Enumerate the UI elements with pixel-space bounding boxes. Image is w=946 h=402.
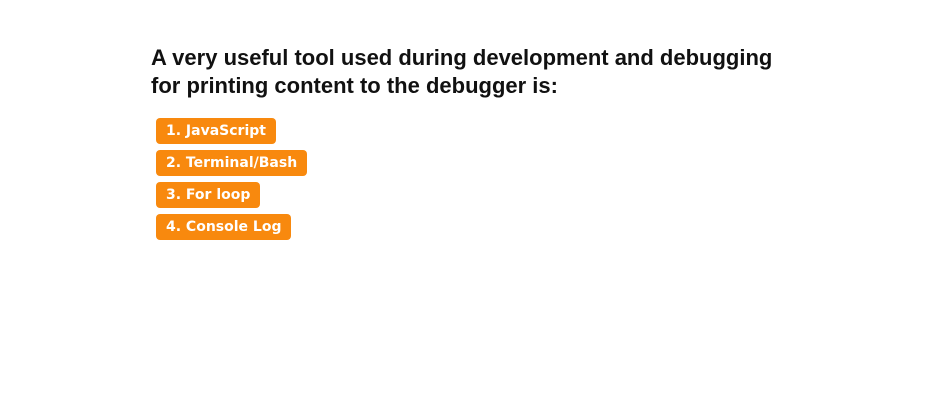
answer-option-terminal-bash[interactable]: 2. Terminal/Bash — [156, 150, 308, 176]
answer-option-for-loop[interactable]: 3. For loop — [156, 182, 261, 208]
answer-list: 1. JavaScript 2. Terminal/Bash 3. For lo… — [151, 118, 791, 240]
answer-item: 4. Console Log — [156, 214, 791, 240]
answer-option-console-log[interactable]: 4. Console Log — [156, 214, 292, 240]
answer-item: 2. Terminal/Bash — [156, 150, 791, 176]
answer-item: 3. For loop — [156, 182, 791, 208]
question-text: A very useful tool used during developme… — [151, 45, 773, 98]
answer-item: 1. JavaScript — [156, 118, 791, 144]
quiz-container: A very useful tool used during developme… — [151, 44, 791, 246]
answer-option-javascript[interactable]: 1. JavaScript — [156, 118, 276, 144]
